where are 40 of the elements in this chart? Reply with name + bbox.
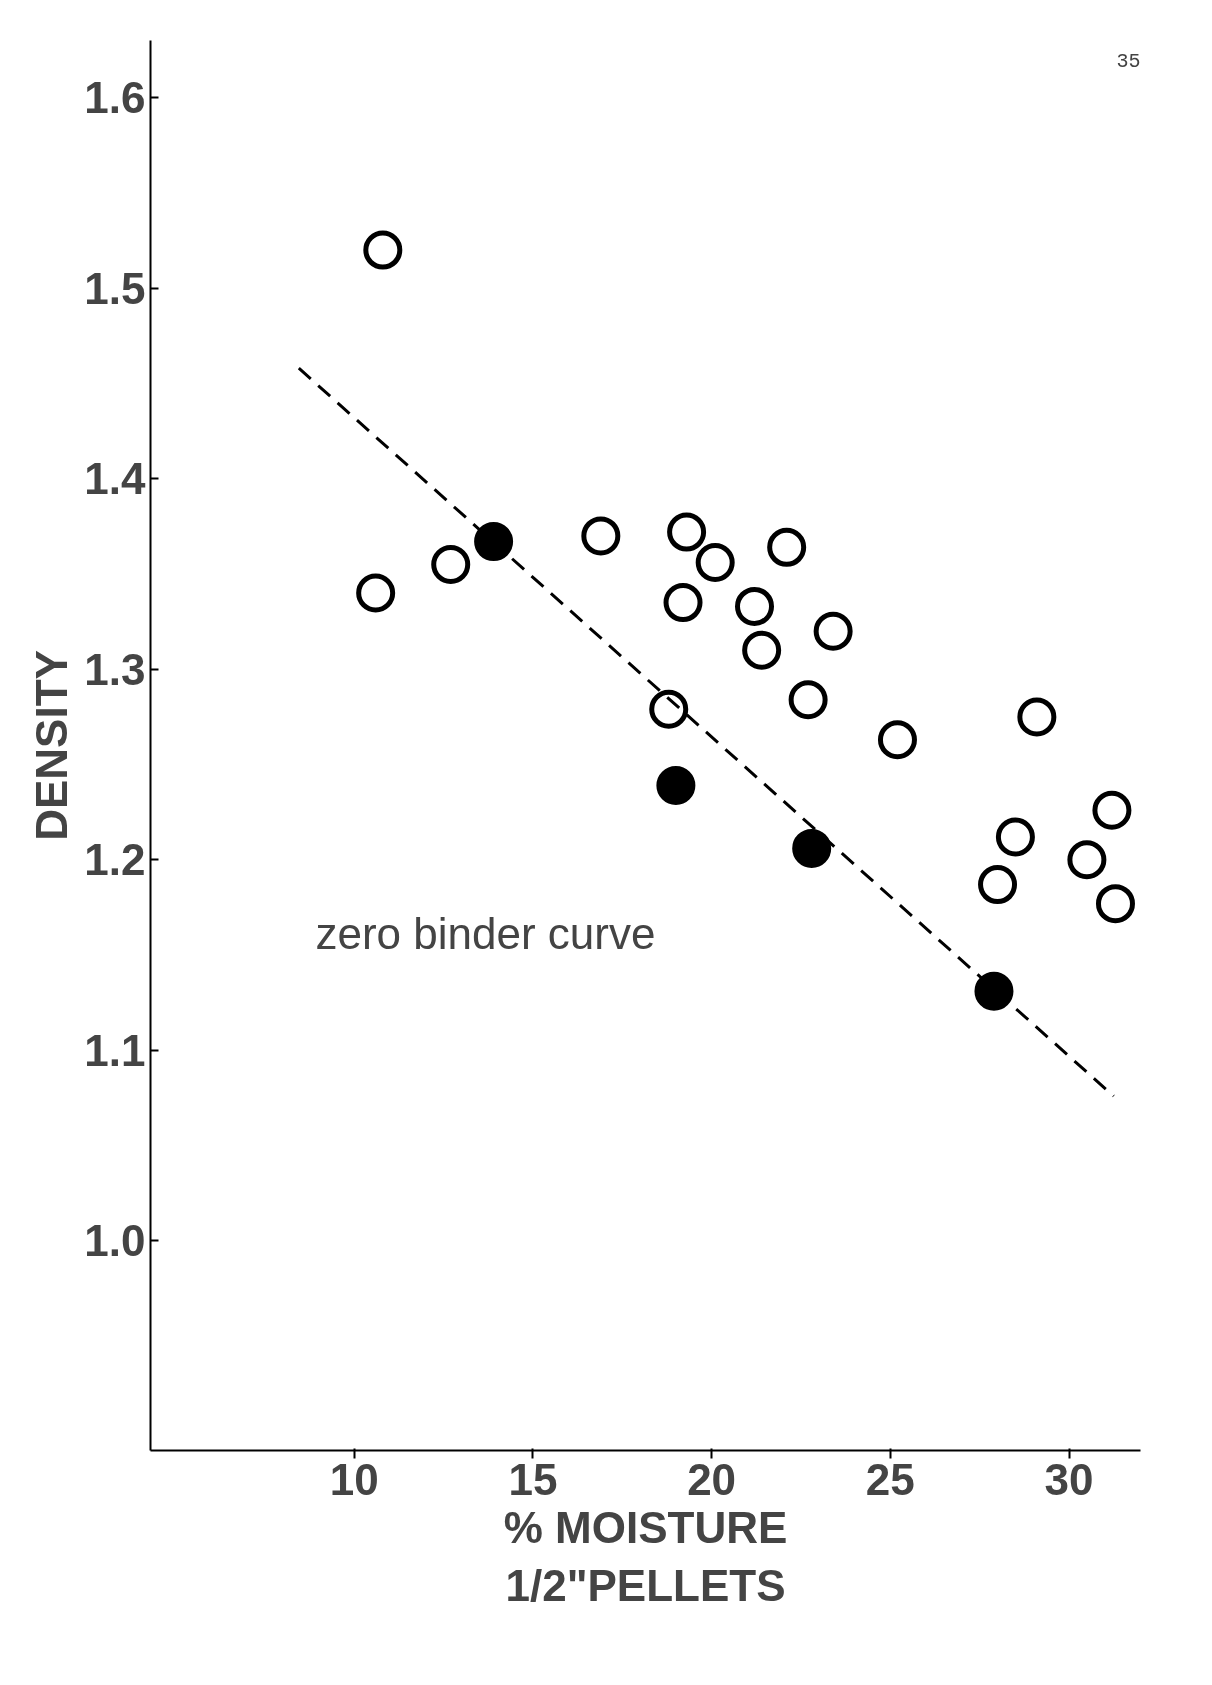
point — [978, 865, 1018, 905]
y-axis-title: DENSITY — [27, 650, 77, 841]
point — [667, 512, 707, 552]
point — [1067, 840, 1107, 880]
point — [356, 573, 396, 613]
point — [656, 766, 696, 805]
x-axis-title: % MOISTURE 1/2"PELLETS — [503, 1502, 788, 1611]
point — [1092, 790, 1132, 830]
point — [877, 720, 917, 760]
annotation: zero binder curve — [315, 909, 656, 958]
y-tick-label: 1.0 — [84, 1216, 146, 1266]
x-tick-label: 20 — [687, 1454, 737, 1504]
y-tick-label: 1.6 — [84, 73, 146, 123]
point — [813, 611, 853, 651]
point — [742, 630, 782, 670]
y-tick-label: 1.5 — [84, 263, 146, 313]
point — [792, 828, 832, 868]
point — [1017, 697, 1057, 737]
point — [363, 230, 403, 270]
y-tick-label: 1.3 — [84, 644, 146, 694]
point — [695, 543, 735, 583]
point — [581, 516, 621, 556]
x-tick-label: 15 — [508, 1454, 558, 1504]
x-tick-label: 30 — [1044, 1454, 1094, 1504]
point — [474, 522, 514, 562]
point — [735, 586, 775, 626]
annotation: 35 — [1116, 50, 1141, 73]
y-tick-label: 1.2 — [84, 835, 146, 885]
point — [663, 583, 703, 623]
x-tick-label: 10 — [329, 1454, 379, 1504]
point — [995, 817, 1035, 857]
point — [974, 971, 1014, 1011]
point — [1095, 884, 1135, 924]
point — [788, 680, 828, 720]
point — [649, 689, 689, 729]
y-tick-label: 1.4 — [84, 454, 147, 504]
point — [431, 545, 471, 584]
x-tick-label: 25 — [865, 1454, 915, 1504]
y-tick-label: 1.1 — [84, 1025, 146, 1075]
point — [767, 527, 807, 567]
